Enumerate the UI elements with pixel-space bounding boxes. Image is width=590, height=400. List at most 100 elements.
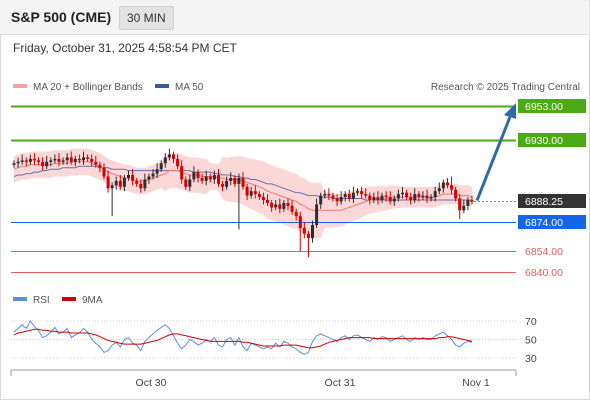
candle-body xyxy=(217,175,220,184)
ma50-legend-label: MA 50 xyxy=(175,82,204,93)
rsi-tick-label: 30 xyxy=(525,353,537,365)
candle-body xyxy=(401,192,404,195)
candle-body xyxy=(396,194,400,199)
candle-body xyxy=(458,198,462,211)
candle-body xyxy=(82,157,85,161)
candle-body xyxy=(45,161,49,167)
rsi-ma9-line xyxy=(13,328,473,349)
level-label-current: 6888.25 xyxy=(518,194,586,208)
candle-body xyxy=(253,191,257,195)
candle-body xyxy=(135,180,139,184)
candle-body xyxy=(327,194,331,196)
candle-body xyxy=(53,158,57,161)
candle-body xyxy=(298,216,302,228)
candle-body xyxy=(110,185,114,189)
candle-body xyxy=(376,197,380,200)
candle-body xyxy=(65,157,69,161)
rsi-line xyxy=(13,320,473,355)
candle-body xyxy=(77,158,81,161)
candle-body xyxy=(282,203,286,209)
candle-body xyxy=(372,197,376,200)
candle-body xyxy=(172,154,175,159)
candle-body xyxy=(20,160,24,162)
candle-body xyxy=(339,197,343,202)
level-label-text: 6840.00 xyxy=(525,267,563,279)
candle-body xyxy=(261,197,265,200)
candle-body xyxy=(131,175,135,181)
candle-body xyxy=(41,161,45,167)
candle-body xyxy=(470,200,474,202)
candle-body xyxy=(425,195,429,199)
candle-body xyxy=(163,157,167,164)
candle-body xyxy=(315,204,319,225)
rsi-tick-label: 50 xyxy=(525,335,537,347)
candle-body xyxy=(102,167,106,177)
candle-body xyxy=(98,164,102,168)
research-credit: Research © 2025 Trading Central xyxy=(431,82,580,93)
rsi-legend-swatch xyxy=(13,297,27,301)
candle-body xyxy=(233,178,237,184)
candle-body xyxy=(28,158,32,162)
candle-body xyxy=(319,195,323,205)
level-label-text: 6874.00 xyxy=(525,217,563,229)
candle-body xyxy=(331,195,335,199)
level-label-resistance: 6930.00 xyxy=(518,133,586,147)
candle-body xyxy=(302,227,306,234)
level-label-bg xyxy=(518,99,586,113)
candle-body xyxy=(380,195,384,200)
candle-body xyxy=(441,182,445,189)
candle-body xyxy=(392,198,396,202)
candle-body xyxy=(343,194,347,197)
candle-body xyxy=(196,172,200,178)
candle-body xyxy=(351,192,355,199)
candle-body xyxy=(356,191,359,193)
chart-header: S&P 500 (CME) 30 MIN xyxy=(0,0,588,35)
timeframe-badge[interactable]: 30 MIN xyxy=(119,6,174,30)
candle-body xyxy=(69,157,73,162)
candle-body xyxy=(167,154,171,158)
level-label-bg xyxy=(518,215,586,229)
forecast-arrow xyxy=(475,116,512,202)
candle-body xyxy=(49,160,53,162)
candle-body xyxy=(192,172,196,180)
candle-body xyxy=(118,180,122,187)
x-label-oct30: Oct 30 xyxy=(136,377,167,389)
candle-body xyxy=(335,198,339,202)
candle-body xyxy=(204,176,208,181)
candle-body xyxy=(364,194,368,196)
candle-body xyxy=(208,176,212,180)
candle-body xyxy=(212,175,216,180)
candle-body xyxy=(159,163,163,170)
level-label-text: 6854.00 xyxy=(525,246,563,258)
forecast-arrow-head xyxy=(504,102,516,119)
candle-body xyxy=(200,178,204,181)
candle-body xyxy=(388,197,392,202)
x-label-oct31: Oct 31 xyxy=(325,377,356,389)
ma50-legend-swatch xyxy=(155,84,169,88)
candle-body xyxy=(143,179,147,189)
candle-body xyxy=(16,161,20,164)
candle-body xyxy=(421,195,425,198)
candle-body xyxy=(294,211,298,217)
candle-body xyxy=(249,191,253,196)
candle-body xyxy=(290,205,294,212)
candle-body xyxy=(61,160,65,162)
candle-body xyxy=(94,161,98,165)
candle-body xyxy=(37,160,40,162)
candle-body xyxy=(454,189,458,199)
candle-body xyxy=(176,158,180,167)
level-label-resistance: 6953.00 xyxy=(518,99,586,113)
candle-body xyxy=(311,225,314,239)
candle-body xyxy=(32,158,36,161)
candle-body xyxy=(127,175,130,178)
candle-body xyxy=(466,200,470,206)
level-label-text: 6930.00 xyxy=(525,135,563,147)
candle-body xyxy=(286,203,290,206)
ma20-legend-label: MA 20 + Bollinger Bands xyxy=(33,82,143,93)
level-label-text: 6888.25 xyxy=(525,196,563,208)
candle-body xyxy=(384,195,388,198)
candle-body xyxy=(12,163,16,165)
candle-body xyxy=(155,169,159,174)
candle-body xyxy=(139,183,143,189)
